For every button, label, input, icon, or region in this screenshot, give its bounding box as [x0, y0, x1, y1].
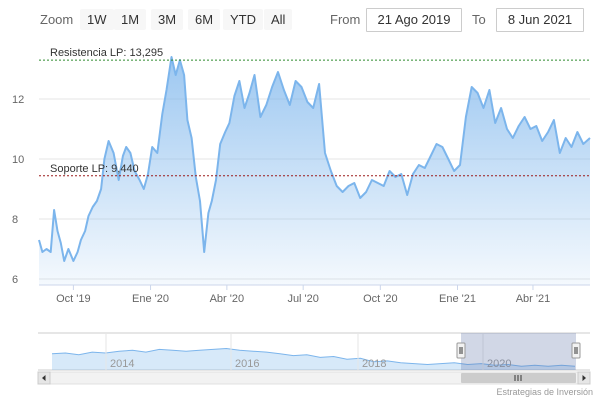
y-tick-label: 6 [12, 274, 18, 286]
navigator-right-handle[interactable] [571, 342, 581, 359]
chevron-right-icon [582, 375, 586, 381]
navigator-year-label: 2016 [235, 358, 259, 370]
zoom-6m-button[interactable]: 6M [188, 9, 221, 30]
x-tick-label: Oct '19 [56, 293, 91, 305]
navigator-year-label: 2018 [362, 358, 386, 370]
series-area [39, 57, 590, 285]
navigator[interactable]: 2014 2016 2018 2020 [37, 332, 591, 385]
y-tick-label: 10 [12, 154, 24, 166]
plot-area [38, 56, 591, 285]
to-date-input[interactable]: 8 Jun 2021 [496, 8, 584, 32]
from-date-input[interactable]: 21 Ago 2019 [366, 8, 462, 32]
resistance-label: Resistencia LP: 13,295 [50, 47, 163, 59]
zoom-all-button[interactable]: All [264, 9, 293, 30]
x-tick-label: Ene '21 [439, 293, 476, 305]
support-label: Soporte LP: 9,440 [50, 163, 139, 175]
reference-lines: Resistencia LP: 13,295 Soporte LP: 9,440 [39, 47, 590, 177]
zoom-ytd-button[interactable]: YTD [223, 9, 263, 30]
x-tick-label: Ene '20 [132, 293, 169, 305]
series-line [38, 56, 591, 262]
to-label: To [472, 12, 486, 27]
from-label: From [330, 12, 361, 27]
zoom-1w-button[interactable]: 1W [80, 9, 114, 30]
navigator-year-label: 2014 [110, 358, 134, 370]
navigator-line [51, 347, 576, 367]
zoom-label: Zoom [40, 12, 74, 27]
navigator-left-handle[interactable] [456, 342, 466, 359]
x-tick-label: Jul '20 [287, 293, 318, 305]
y-tick-label: 12 [12, 94, 24, 106]
x-tick-label: Abr '21 [516, 293, 551, 305]
navigator-area [52, 348, 575, 370]
x-tick-label: Oct '20 [363, 293, 398, 305]
navigator-selection[interactable] [461, 333, 576, 370]
navigator-year-label: 2020 [487, 358, 511, 370]
zoom-3m-button[interactable]: 3M [151, 9, 184, 30]
zoom-1m-button[interactable]: 1M [114, 9, 147, 30]
chevron-left-icon [42, 375, 46, 381]
credits-text: Estrategias de Inversión [496, 387, 593, 397]
axes: 6 8 10 12 Oct '19 Ene '20 Abr '20 Jul '20 Oct '2… [12, 94, 590, 305]
range-selector-toolbar: Zoom 1W 1M 3M 6M YTD All From 21 Ago 201… [0, 0, 609, 40]
y-tick-label: 8 [12, 214, 18, 226]
x-tick-label: Abr '20 [210, 293, 245, 305]
